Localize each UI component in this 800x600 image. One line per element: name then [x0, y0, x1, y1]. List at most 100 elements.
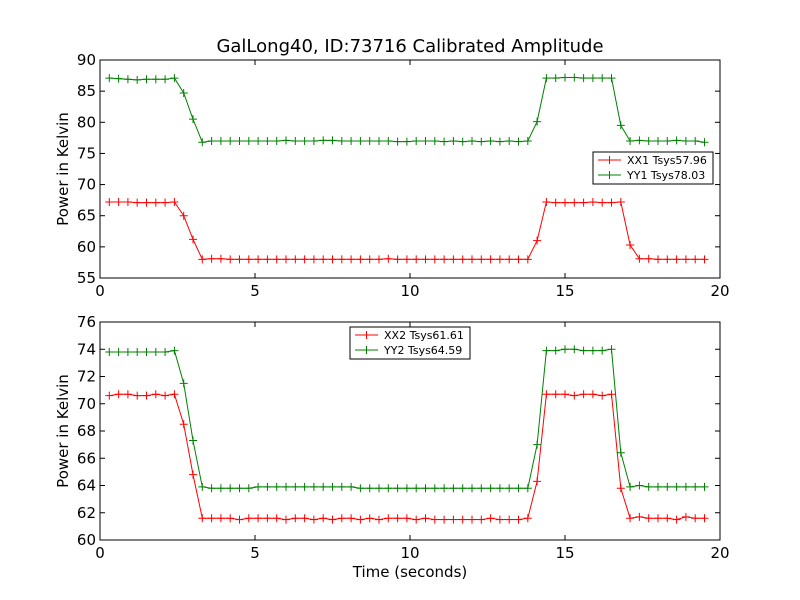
data-point [654, 514, 662, 523]
data-point [412, 515, 421, 524]
data-point [495, 255, 504, 264]
y-axis-label: Power in Kelvin [54, 374, 72, 488]
data-point [189, 115, 197, 124]
data-point [616, 448, 625, 457]
y-tick-label: 70 [77, 395, 96, 413]
y-tick-label: 90 [77, 51, 96, 69]
data-point [654, 136, 662, 145]
data-point [375, 255, 383, 264]
legend-label: YY2 Tsys64.59 [383, 344, 462, 357]
data-point [161, 75, 170, 84]
legend-label: YY1 Tsys78.03 [626, 169, 705, 182]
legend: XX2 Tsys61.61 YY2 Tsys64.59 [349, 326, 471, 360]
x-tick-label: 0 [95, 544, 105, 562]
data-point [161, 391, 170, 400]
data-point [235, 136, 244, 145]
data-point [170, 390, 179, 399]
y-tick-label: 76 [77, 313, 96, 331]
data-point [598, 74, 607, 83]
data-point [123, 198, 132, 207]
data-point [151, 390, 160, 399]
data-point [421, 255, 430, 264]
data-point [402, 137, 411, 146]
data-point [607, 390, 616, 399]
data-point [123, 75, 132, 84]
data-point [672, 136, 681, 145]
data-point [700, 138, 709, 147]
data-point [347, 482, 356, 491]
data-point [207, 136, 216, 145]
x-tick-label: 20 [710, 282, 729, 300]
legend-label: XX2 Tsys61.61 [384, 329, 464, 342]
data-point [654, 255, 662, 264]
data-point [616, 121, 625, 130]
y-tick-label: 85 [77, 82, 96, 100]
data-point [514, 484, 523, 493]
data-point [123, 347, 132, 356]
data-point [142, 75, 151, 84]
data-point [570, 345, 579, 354]
data-point [654, 482, 662, 491]
data-point [626, 136, 635, 145]
data-point [421, 514, 430, 523]
legend-entry: YY1 Tsys78.03 [598, 169, 705, 182]
data-point [551, 390, 560, 399]
data-point [570, 391, 579, 400]
data-point [244, 484, 253, 493]
data-point [133, 198, 142, 207]
data-point [458, 515, 467, 524]
data-point [272, 482, 281, 491]
data-point [114, 347, 123, 356]
data-point [477, 515, 486, 524]
y-tick-label: 65 [77, 207, 96, 225]
data-point [495, 484, 504, 493]
series-2 [105, 345, 709, 493]
data-point [216, 254, 225, 263]
data-point [114, 74, 123, 83]
data-point [663, 514, 672, 523]
legend: XX1 Tsys57.96 YY1 Tsys78.03 [592, 151, 714, 185]
data-point [282, 482, 290, 491]
data-point [588, 390, 597, 399]
data-point [216, 484, 225, 493]
data-point [542, 390, 551, 399]
data-point [105, 347, 114, 356]
data-point [170, 198, 179, 207]
data-point [700, 255, 709, 264]
data-point [598, 391, 607, 400]
data-point [300, 255, 309, 264]
data-point [161, 347, 170, 356]
data-point [551, 198, 560, 207]
data-point [142, 198, 151, 207]
data-point [440, 255, 449, 264]
data-point [189, 470, 197, 479]
y-tick-label: 74 [77, 340, 96, 358]
legend-marker [605, 156, 614, 164]
data-point [440, 515, 449, 524]
data-point [402, 255, 411, 264]
data-point [347, 255, 356, 264]
data-point [486, 514, 495, 523]
data-point [449, 255, 458, 264]
data-point [179, 89, 188, 98]
chart-title: GalLong40, ID:73716 Calibrated Amplitude [216, 36, 603, 57]
data-point [551, 346, 560, 355]
data-point [644, 514, 653, 523]
data-point [114, 198, 123, 207]
x-tick-label: 10 [400, 544, 419, 562]
data-point [542, 198, 551, 207]
data-point [644, 136, 653, 145]
chart-panel-2: 0 5 10 15 20 60 62 64 66 68 70 72 74 76 Power in Kelvi… [54, 313, 730, 581]
data-point [133, 75, 142, 84]
data-point [681, 255, 690, 264]
data-point [542, 346, 551, 355]
data-point [309, 136, 318, 145]
legend-marker [362, 331, 371, 339]
data-point [263, 514, 272, 523]
data-point [216, 136, 225, 145]
data-point [523, 255, 532, 264]
data-point [216, 514, 225, 523]
data-point [514, 137, 523, 146]
data-point [272, 514, 281, 523]
y-tick-label: 68 [77, 422, 96, 440]
